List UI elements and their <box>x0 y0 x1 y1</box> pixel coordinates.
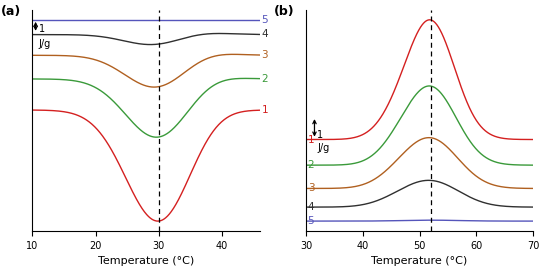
Text: 1: 1 <box>262 105 268 115</box>
Text: 5: 5 <box>262 15 268 25</box>
Text: 3: 3 <box>308 184 314 193</box>
Text: 5: 5 <box>308 216 314 226</box>
Text: 3: 3 <box>262 50 268 60</box>
Text: 4: 4 <box>308 202 314 212</box>
Text: J/g: J/g <box>317 143 330 153</box>
Text: J/g: J/g <box>39 39 51 49</box>
Text: 1: 1 <box>39 24 45 34</box>
Text: (b): (b) <box>274 5 295 18</box>
Text: 1: 1 <box>308 135 314 144</box>
X-axis label: Temperature (°C): Temperature (°C) <box>98 256 194 267</box>
Text: 2: 2 <box>262 74 268 84</box>
Text: 4: 4 <box>262 29 268 39</box>
Text: (a): (a) <box>1 5 21 18</box>
Text: 2: 2 <box>308 160 314 170</box>
Text: 1: 1 <box>317 129 323 140</box>
X-axis label: Temperature (°C): Temperature (°C) <box>372 256 468 267</box>
